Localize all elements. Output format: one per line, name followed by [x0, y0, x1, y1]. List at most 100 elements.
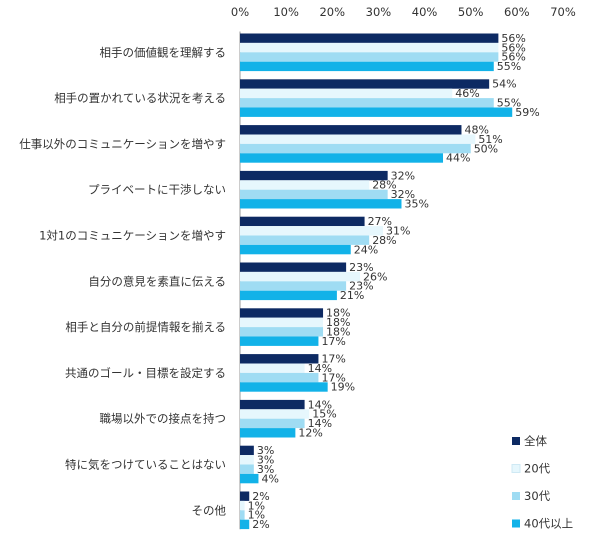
- bar: [240, 519, 250, 530]
- bar: [240, 327, 324, 337]
- bar: [240, 500, 245, 511]
- category-label: プライベートに干渉しない: [88, 183, 226, 197]
- data-label: 46%: [455, 87, 479, 100]
- legend-swatch: [512, 437, 520, 445]
- data-label: 1%: [248, 509, 265, 522]
- data-label: 1%: [248, 499, 265, 512]
- data-label: 48%: [464, 124, 488, 137]
- data-labels: 56%56%56%55%54%46%55%59%48%51%50%44%32%2…: [248, 32, 540, 531]
- data-label: 17%: [321, 353, 345, 366]
- data-label: 50%: [474, 142, 498, 155]
- data-label: 59%: [515, 106, 539, 119]
- bar: [240, 180, 370, 190]
- data-label: 3%: [257, 454, 274, 467]
- bar: [240, 382, 328, 392]
- data-label: 3%: [257, 463, 274, 476]
- bar: [240, 372, 319, 383]
- bar: [240, 455, 254, 465]
- bar: [240, 281, 347, 291]
- legend-label: 20代: [524, 462, 551, 476]
- data-label: 18%: [326, 307, 350, 320]
- x-tick-label: 40%: [412, 5, 438, 19]
- bar: [240, 61, 494, 72]
- x-tick-label: 30%: [366, 5, 392, 19]
- bar: [240, 354, 319, 364]
- data-label: 56%: [501, 32, 525, 45]
- data-label: 15%: [312, 408, 336, 421]
- bar: [240, 510, 245, 520]
- bar: [240, 418, 305, 429]
- bars: [240, 33, 513, 530]
- data-label: 55%: [497, 97, 521, 110]
- legend: 全体 20代 30代 40代以上: [511, 434, 573, 531]
- bar: [240, 153, 444, 163]
- data-label: 18%: [326, 316, 350, 329]
- data-label: 14%: [308, 362, 332, 375]
- data-label: 51%: [478, 133, 502, 146]
- data-label: 44%: [446, 152, 470, 165]
- bar: [240, 399, 305, 410]
- x-tick-label: 20%: [319, 5, 345, 19]
- bar: [240, 363, 305, 373]
- data-label: 28%: [372, 179, 396, 192]
- bar: [240, 88, 453, 99]
- data-label: 3%: [257, 444, 274, 457]
- data-label: 35%: [404, 198, 428, 211]
- bar: [240, 42, 499, 53]
- data-label: 32%: [391, 169, 415, 182]
- legend-label: 40代以上: [524, 517, 573, 531]
- bar: [240, 464, 254, 474]
- x-tick-label: 50%: [458, 5, 484, 19]
- data-label: 4%: [261, 472, 278, 485]
- bar: [240, 107, 513, 117]
- bar: [240, 189, 388, 200]
- bar: [240, 473, 259, 484]
- data-label: 18%: [326, 326, 350, 339]
- data-label: 26%: [363, 270, 387, 283]
- bar: [240, 98, 494, 108]
- data-label: 56%: [501, 51, 525, 64]
- bar: [240, 336, 319, 346]
- x-tick-label: 60%: [504, 5, 530, 19]
- category-label: その他: [192, 503, 227, 517]
- data-label: 19%: [331, 381, 355, 394]
- data-label: 12%: [298, 427, 322, 440]
- bar: [240, 445, 254, 456]
- category-label: 職場以外での接点を持つ: [100, 412, 227, 426]
- bar: [240, 143, 471, 154]
- bar: [240, 170, 388, 181]
- bar: [240, 125, 462, 135]
- bar: [240, 308, 324, 318]
- x-tick-label: 10%: [273, 5, 299, 19]
- bar: [240, 199, 402, 209]
- data-label: 31%: [386, 225, 410, 238]
- bar: [240, 235, 370, 245]
- bar: [240, 491, 250, 501]
- data-label: 23%: [349, 280, 373, 293]
- data-label: 17%: [321, 335, 345, 348]
- x-tick-label: 0%: [231, 5, 249, 19]
- bar: [240, 52, 499, 62]
- legend-label: 全体: [524, 434, 547, 448]
- data-label: 2%: [252, 518, 269, 531]
- legend-swatch: [512, 492, 520, 500]
- bar: [240, 290, 337, 301]
- bar: [240, 409, 310, 419]
- bar: [240, 271, 360, 282]
- bar: [240, 134, 476, 144]
- bar: [240, 216, 365, 227]
- data-label: 54%: [492, 78, 516, 91]
- data-label: 27%: [368, 215, 392, 228]
- bar: [240, 317, 324, 328]
- data-label: 55%: [497, 60, 521, 73]
- legend-swatch: [512, 519, 520, 528]
- data-label: 24%: [354, 243, 378, 256]
- category-label: 相手の置かれている状況を考える: [54, 91, 226, 105]
- category-label: 自分の意見を素直に伝える: [88, 274, 226, 288]
- x-tick-label: 70%: [550, 5, 576, 19]
- category-label: 1対1のコミュニケーションを増やす: [39, 229, 226, 243]
- category-label: 共通のゴール・目標を設定する: [65, 366, 226, 380]
- bar: [240, 428, 296, 438]
- bar: [240, 33, 499, 43]
